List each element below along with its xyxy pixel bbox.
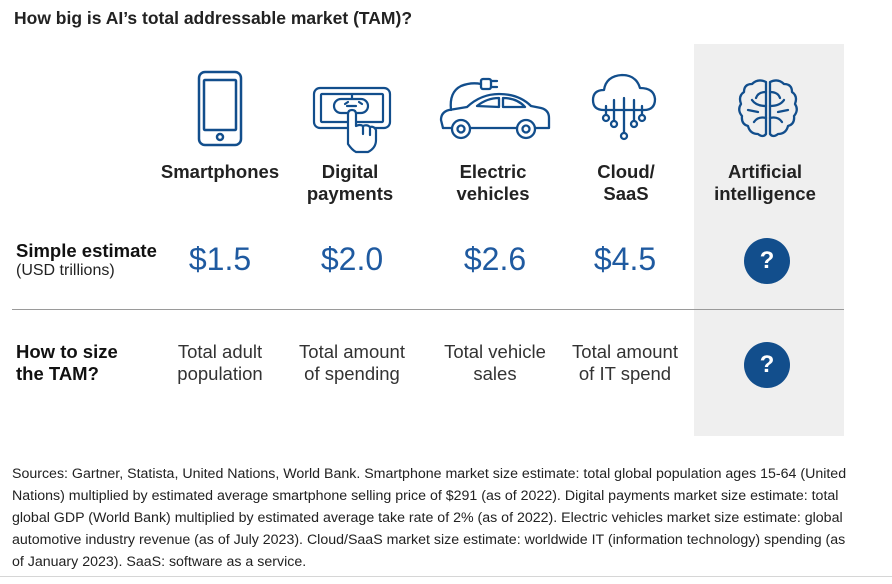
question-badge-ai-method: ?: [744, 342, 790, 388]
value-smartphones: $1.5: [188, 241, 252, 277]
row-label-estimate: Simple estimate: [16, 240, 157, 261]
col-label-smartphones: Smartphones: [160, 161, 280, 182]
cloud-icon: [590, 70, 658, 144]
value-electric-vehicles: $2.6: [463, 241, 527, 277]
method-smartphones: Total adult population: [177, 341, 263, 384]
bottom-border: [0, 576, 892, 577]
row-divider: [12, 309, 844, 310]
electric-car-icon: [437, 76, 553, 144]
digital-payment-icon: [312, 84, 392, 154]
value-digital-payments: $2.0: [320, 241, 384, 277]
row-label-method: How to size the TAM?: [16, 341, 118, 384]
sources-footnote: Sources: Gartner, Statista, United Natio…: [12, 466, 847, 570]
col-label-electric-vehicles: Electric vehicles: [456, 161, 530, 204]
method-cloud-saas: Total amount of IT spend: [572, 341, 678, 384]
col-label-digital-payments: Digital payments: [306, 161, 394, 204]
col-label-cloud-saas: Cloud/SaaS: [597, 161, 655, 204]
smartphone-icon: [196, 70, 244, 148]
value-cloud-saas: $4.5: [593, 241, 657, 277]
brain-icon: [736, 76, 800, 140]
page-title: How big is AI’s total addressable market…: [14, 8, 413, 28]
row-sub-estimate-units: (USD trillions): [16, 262, 115, 279]
col-label-artificial-intelligence: Artificial intelligence: [714, 161, 816, 204]
method-electric-vehicles: Total vehicle sales: [444, 341, 546, 384]
question-badge-ai-estimate: ?: [744, 238, 790, 284]
method-digital-payments: Total amount of spending: [299, 341, 405, 384]
